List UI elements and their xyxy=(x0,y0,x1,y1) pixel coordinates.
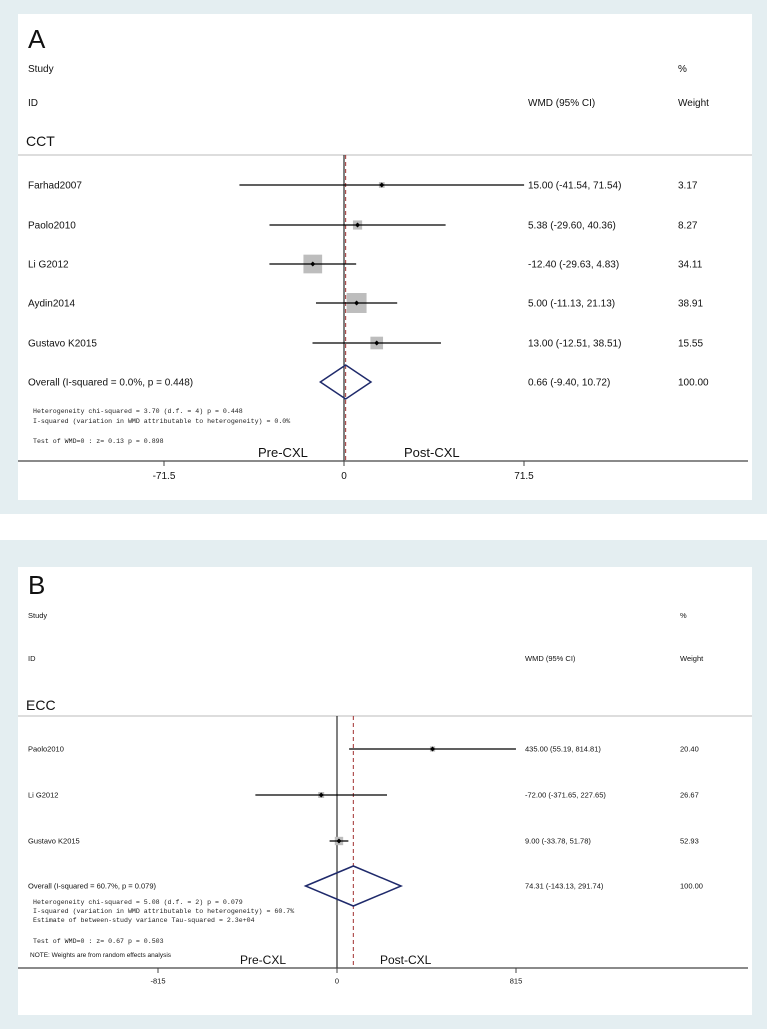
panel-a-x-tick-label: -71.5 xyxy=(153,471,176,482)
panel-a-pre-cxl-label: Pre-CXL xyxy=(258,445,308,460)
panel-a-effect-ci-text: 5.38 (-29.60, 40.36) xyxy=(528,221,616,232)
panel-b-point-estimate xyxy=(430,746,436,752)
panel-b-overall-effect-text: 74.31 (-143.13, 291.74) xyxy=(525,882,604,891)
panel-b-subgroup-label: ECC xyxy=(26,697,56,713)
panel-a-header-effect: WMD (95% CI) xyxy=(528,98,595,109)
panel-a-study-name: Paolo2010 xyxy=(28,221,76,232)
panel-b-stats-line: Test of WMD=0 : z= 0.67 p = 0.503 xyxy=(33,938,164,945)
panel-b-label: B xyxy=(28,570,45,600)
panel-b-effect-ci-text: 9.00 (-33.78, 51.78) xyxy=(525,837,591,846)
panel-a-weight-text: 34.11 xyxy=(678,260,703,271)
panel-a-weight-text: 8.27 xyxy=(678,221,698,232)
panel-b-study-name: Paolo2010 xyxy=(28,745,64,754)
panel-b-x-tick-label: 0 xyxy=(335,977,339,986)
panel-a-study-name: Farhad2007 xyxy=(28,181,82,192)
panel-a-plot-area xyxy=(18,14,752,500)
panel-b-stats-line: Estimate of between-study variance Tau-s… xyxy=(33,917,255,924)
panel-b-header-effect: WMD (95% CI) xyxy=(525,654,576,663)
panel-a-point-estimate xyxy=(379,182,385,188)
panel-b-point-estimate xyxy=(336,838,342,844)
panel-b-overall-label: Overall (I-squared = 60.7%, p = 0.079) xyxy=(28,882,156,891)
panel-a-stats-line: Heterogeneity chi-squared = 3.70 (d.f. =… xyxy=(33,408,243,415)
panel-b-header-id: ID xyxy=(28,654,36,663)
panel-a-study-name: Aydin2014 xyxy=(28,299,76,310)
panel-b-point-estimate xyxy=(318,792,324,798)
panel-a-weight-text: 3.17 xyxy=(678,181,698,192)
panel-b-pre-cxl-label: Pre-CXL xyxy=(240,953,286,967)
panel-a-header-pct: % xyxy=(678,64,687,75)
panel-b-stats-line: Heterogeneity chi-squared = 5.08 (d.f. =… xyxy=(33,899,243,906)
panel-a-effect-ci-text: 13.00 (-12.51, 38.51) xyxy=(528,339,621,350)
panel-a-stats-line: Test of WMD=0 : z= 0.13 p = 0.898 xyxy=(33,438,164,445)
panel-b-header-weight: Weight xyxy=(680,654,704,663)
panel-a-header-study: Study xyxy=(28,64,54,75)
panel-b-note: NOTE: Weights are from random effects an… xyxy=(30,952,172,959)
panel-b-weight-text: 26.67 xyxy=(680,791,699,800)
panel-a-post-cxl-label: Post-CXL xyxy=(404,445,460,460)
panel-a-x-tick-label: 0 xyxy=(341,471,347,482)
panel-a-point-estimate xyxy=(310,261,316,267)
panel-b-x-tick-label: 815 xyxy=(510,977,523,986)
panel-a-point-estimate xyxy=(354,300,360,306)
panel-a-point-estimate xyxy=(355,222,361,228)
panel-b-header-study: Study xyxy=(28,611,47,620)
panel-b-header-pct: % xyxy=(680,611,687,620)
panel-a-effect-ci-text: 5.00 (-11.13, 21.13) xyxy=(528,299,615,310)
panel-a-weight-text: 38.91 xyxy=(678,299,703,310)
panel-b-plot-area xyxy=(18,567,752,1015)
panel-b-study-name: Gustavo K2015 xyxy=(28,837,80,846)
panel-a-x-tick-label: 71.5 xyxy=(514,471,534,482)
panel-a-study-name: Gustavo K2015 xyxy=(28,339,97,350)
panel-a-effect-ci-text: 15.00 (-41.54, 71.54) xyxy=(528,181,621,192)
panel-a-weight-text: 15.55 xyxy=(678,339,703,350)
panel-a-overall-diamond xyxy=(318,364,373,400)
panel-a-overall-weight-text: 100.00 xyxy=(678,378,709,389)
panel-a-header-weight: Weight xyxy=(678,98,709,109)
panel-b-overall-weight-text: 100.00 xyxy=(680,882,703,891)
panel-a-effect-ci-text: -12.40 (-29.63, 4.83) xyxy=(528,260,619,271)
panel-b-study-name: Li G2012 xyxy=(28,791,58,800)
panel-b-effect-ci-text: 435.00 (55.19, 814.81) xyxy=(525,745,601,754)
panel-b-overall-diamond xyxy=(303,865,404,907)
panel-b-effect-ci-text: -72.00 (-371.65, 227.65) xyxy=(525,791,606,800)
panel-a-label: A xyxy=(28,24,46,54)
panel-b-weight-text: 52.93 xyxy=(680,837,699,846)
panel-a-stats-line: I-squared (variation in WMD attributable… xyxy=(33,418,290,425)
panel-a-overall-effect-text: 0.66 (-9.40, 10.72) xyxy=(528,378,610,389)
panel-b-stats-line: I-squared (variation in WMD attributable… xyxy=(33,908,294,915)
panel-a-header-id: ID xyxy=(28,98,38,109)
panel-a-point-estimate xyxy=(374,340,380,346)
panel-a-subgroup-label: CCT xyxy=(26,133,55,149)
panel-b-post-cxl-label: Post-CXL xyxy=(380,953,432,967)
panel-a-overall-label: Overall (I-squared = 0.0%, p = 0.448) xyxy=(28,378,193,389)
panel-b-x-tick-label: -815 xyxy=(150,977,165,986)
panel-a-study-name: Li G2012 xyxy=(28,260,69,271)
panel-b-weight-text: 20.40 xyxy=(680,745,699,754)
